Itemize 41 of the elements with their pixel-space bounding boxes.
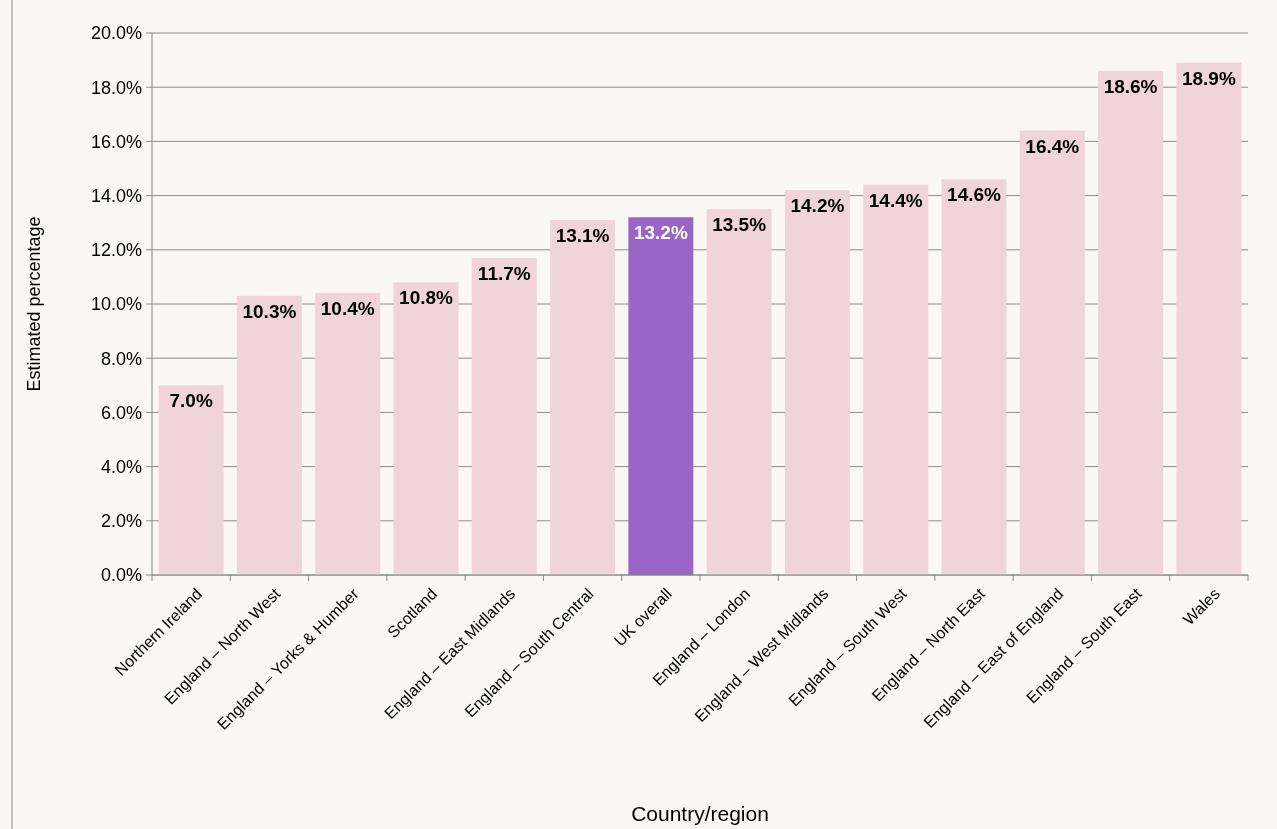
y-tick-label: 10.0% xyxy=(90,294,142,315)
bar xyxy=(863,184,929,575)
y-tick-label: 18.0% xyxy=(90,77,142,98)
data-label: 13.1% xyxy=(555,224,610,246)
data-label: 10.8% xyxy=(399,287,454,309)
y-tick-label: 12.0% xyxy=(90,240,142,261)
bar xyxy=(393,282,459,575)
bar xyxy=(941,179,1007,575)
data-label: 16.4% xyxy=(1025,135,1080,157)
bar xyxy=(158,385,224,575)
y-tick-label: 16.0% xyxy=(90,131,142,152)
bar xyxy=(315,293,381,575)
bar xyxy=(550,219,616,575)
bar xyxy=(1098,70,1164,575)
bar xyxy=(1176,62,1242,575)
data-label: 18.9% xyxy=(1181,67,1236,89)
y-tick-label: 14.0% xyxy=(90,185,142,206)
bar xyxy=(471,257,537,575)
bar xyxy=(628,217,694,575)
x-axis-title: Country/region xyxy=(631,802,769,825)
y-tick-label: 2.0% xyxy=(100,511,142,532)
y-tick-label: 20.0% xyxy=(90,23,142,44)
bar xyxy=(784,190,850,575)
y-tick-label: 4.0% xyxy=(100,456,142,477)
bar xyxy=(1019,130,1085,575)
y-tick-label: 6.0% xyxy=(100,402,142,423)
data-label: 18.6% xyxy=(1103,75,1158,97)
data-label: 13.2% xyxy=(633,222,688,244)
data-label: 14.6% xyxy=(947,184,1002,206)
data-label: 13.5% xyxy=(712,214,767,236)
y-tick-label: 8.0% xyxy=(100,348,142,369)
data-label: 7.0% xyxy=(169,390,213,412)
bar xyxy=(236,295,302,575)
data-label: 14.2% xyxy=(790,195,845,217)
y-tick-label: 0.0% xyxy=(100,565,142,586)
data-label: 10.3% xyxy=(242,300,297,322)
data-label: 11.7% xyxy=(477,262,531,284)
data-label: 14.4% xyxy=(868,189,923,211)
bar xyxy=(706,209,772,575)
data-label: 10.4% xyxy=(320,298,375,320)
y-axis-title: Estimated percentage xyxy=(24,216,44,392)
